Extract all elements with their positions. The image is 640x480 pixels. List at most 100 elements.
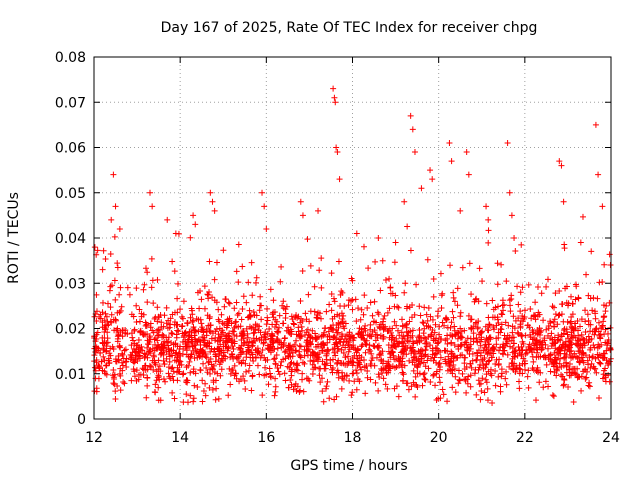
data-point [436, 323, 443, 330]
data-point [250, 330, 257, 337]
data-point [333, 340, 340, 347]
data-point [207, 348, 214, 355]
data-point [243, 325, 250, 332]
data-point [192, 221, 199, 228]
data-point [264, 330, 271, 337]
data-point [553, 372, 560, 379]
data-point [182, 329, 189, 336]
data-point [219, 320, 226, 327]
data-point [195, 328, 202, 335]
data-point [215, 395, 222, 402]
data-point [338, 331, 345, 338]
data-point [94, 247, 101, 254]
data-point [247, 313, 254, 320]
data-point [412, 393, 419, 400]
data-point [504, 351, 511, 358]
data-point [596, 359, 603, 366]
data-point [209, 294, 216, 301]
data-point [434, 340, 441, 347]
data-point [110, 367, 117, 374]
data-point [510, 366, 517, 373]
data-point [135, 348, 142, 355]
data-point [215, 345, 222, 352]
data-point [459, 370, 466, 377]
data-point [266, 365, 273, 372]
data-point [420, 359, 427, 366]
data-point [406, 318, 413, 325]
data-point [305, 375, 312, 382]
data-point [548, 343, 555, 350]
data-point [243, 354, 250, 361]
data-point [577, 358, 584, 365]
data-point [185, 362, 192, 369]
data-point [507, 302, 514, 309]
data-point [331, 396, 338, 403]
data-point [549, 357, 556, 364]
data-point [280, 320, 287, 327]
data-point [566, 366, 573, 373]
data-point [370, 318, 377, 325]
data-point [259, 189, 266, 196]
data-point [365, 265, 372, 272]
data-point [283, 303, 290, 310]
data-point [289, 349, 296, 356]
data-point [475, 318, 482, 325]
data-point [210, 362, 217, 369]
data-point [538, 290, 545, 297]
data-point [251, 312, 258, 319]
data-point [509, 329, 516, 336]
data-point [471, 370, 478, 377]
data-point [421, 370, 428, 377]
data-point [339, 375, 346, 382]
data-point [150, 366, 157, 373]
data-point [515, 330, 522, 337]
data-point [602, 308, 609, 315]
data-point [121, 380, 128, 387]
data-point [189, 318, 196, 325]
data-point [601, 313, 608, 320]
data-point [340, 376, 347, 383]
data-point [345, 341, 352, 348]
data-point [227, 381, 234, 388]
data-point [574, 327, 581, 334]
data-point [418, 185, 425, 192]
data-point [91, 388, 98, 395]
data-point [503, 381, 510, 388]
data-point [111, 381, 118, 388]
data-point [276, 371, 283, 378]
data-point [338, 385, 345, 392]
data-point [130, 366, 137, 373]
data-point [268, 333, 275, 340]
data-point [399, 316, 406, 323]
y-tick-label: 0.07 [55, 95, 86, 111]
data-point [506, 363, 513, 370]
data-point [261, 372, 268, 379]
data-point [422, 376, 429, 383]
data-point [343, 372, 350, 379]
data-point [149, 203, 156, 210]
data-point [563, 363, 570, 370]
data-point [490, 323, 497, 330]
data-point [586, 379, 593, 386]
data-point [208, 335, 215, 342]
data-point [326, 336, 333, 343]
data-point [216, 318, 223, 325]
data-point [390, 342, 397, 349]
data-point [583, 271, 590, 278]
data-point [590, 294, 597, 301]
data-point [108, 311, 115, 318]
data-point [555, 346, 562, 353]
data-point [116, 291, 123, 298]
data-point [161, 361, 168, 368]
data-point [593, 369, 600, 376]
data-point [536, 379, 543, 386]
data-point [112, 388, 119, 395]
data-point [405, 338, 412, 345]
data-point [451, 342, 458, 349]
data-point [235, 310, 242, 317]
data-point [545, 383, 552, 390]
data-point [439, 319, 446, 326]
data-point [311, 308, 318, 315]
data-point [596, 333, 603, 340]
